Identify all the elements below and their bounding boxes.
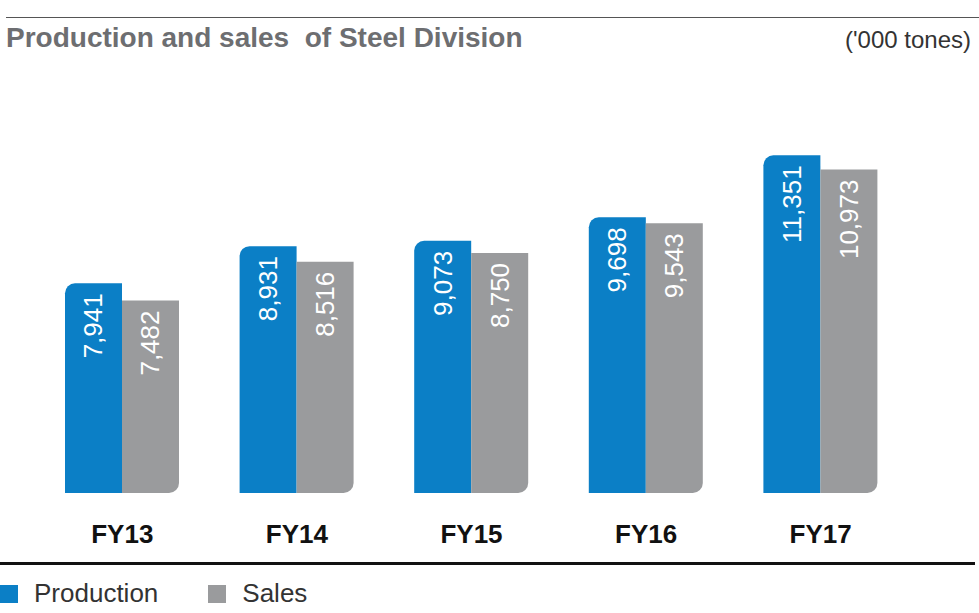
svg-text:9,698: 9,698 [602, 227, 632, 292]
svg-text:FY16: FY16 [615, 519, 677, 549]
svg-text:8,931: 8,931 [253, 256, 283, 321]
svg-text:FY13: FY13 [91, 519, 153, 549]
svg-text:8,750: 8,750 [485, 263, 515, 328]
svg-text:9,073: 9,073 [428, 251, 458, 316]
svg-text:FY14: FY14 [266, 519, 329, 549]
svg-text:FY17: FY17 [790, 519, 852, 549]
svg-text:10,973: 10,973 [834, 180, 864, 260]
svg-text:FY15: FY15 [440, 519, 502, 549]
svg-text:7,941: 7,941 [79, 293, 109, 358]
svg-text:8,516: 8,516 [310, 272, 340, 337]
html-text:('000 tones): ('000 tones) [845, 26, 971, 53]
html-text:Sales: Sales [242, 578, 308, 608]
svg-text:11,351: 11,351 [777, 165, 807, 243]
svg-text:7,482: 7,482 [136, 310, 166, 375]
html-text:Production: Production [34, 578, 159, 608]
html-text:Production and sales of Steel: Production and sales of Steel Division [6, 22, 523, 53]
svg-text:9,543: 9,543 [659, 233, 689, 298]
